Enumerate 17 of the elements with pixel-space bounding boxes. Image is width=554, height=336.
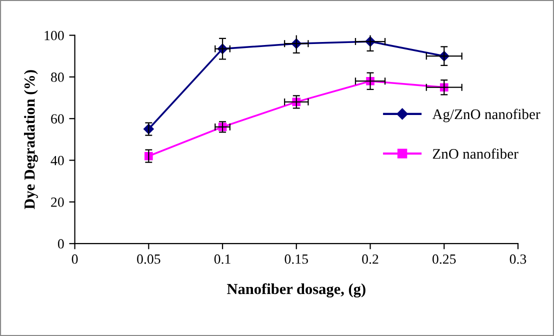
- legend-label: Ag/ZnO nanofiber: [432, 108, 540, 122]
- x-axis-title: Nanofiber dosage, (g): [227, 283, 366, 298]
- x-tick-label: 0.25: [432, 254, 456, 264]
- x-tick-label: 0.2: [362, 254, 378, 264]
- y-tick-label: 0: [58, 239, 64, 249]
- x-tick-label: 0.1: [214, 254, 230, 264]
- y-tick-label: 20: [51, 198, 64, 207]
- x-tick-label: 0.3: [510, 254, 526, 264]
- legend-label: ZnO nanofiber: [432, 148, 518, 159]
- x-tick-label: 0.05: [137, 254, 160, 264]
- x-tick-label: 0: [72, 254, 78, 264]
- y-tick-label: 100: [44, 30, 64, 40]
- y-axis-title: Dye Degradation (%): [24, 70, 38, 210]
- y-tick-label: 60: [51, 114, 64, 124]
- y-tick-label: 80: [51, 72, 64, 82]
- x-tick-label: 0.15: [284, 254, 308, 264]
- y-tick-label: 40: [50, 156, 64, 166]
